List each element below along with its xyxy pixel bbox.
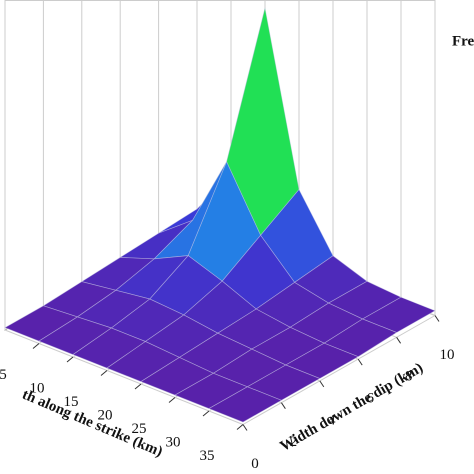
x-tick-label: 30	[166, 434, 181, 450]
y-tick-label: 0	[251, 456, 259, 472]
grid-line	[242, 315, 436, 425]
y-tick-label: 6	[366, 391, 374, 407]
y-tick-label: 10	[440, 347, 455, 363]
x-tick	[236, 424, 244, 430]
x-tick	[100, 370, 108, 376]
z-axis-title: Fre	[452, 33, 474, 49]
x-tick-label: 10	[30, 380, 45, 396]
x-tick	[202, 410, 210, 417]
x-tick	[32, 343, 40, 349]
x-tick	[168, 397, 176, 403]
x-tick-label: 5	[0, 367, 7, 383]
x-tick-label: 15	[64, 394, 79, 410]
y-tick-label: 8	[405, 369, 413, 385]
x-tick	[134, 383, 142, 390]
x-tick-label: 25	[132, 421, 147, 437]
y-tick-label: 2	[290, 434, 298, 450]
surface-cell	[208, 386, 283, 423]
y-tick	[242, 424, 248, 431]
y-tick-label: 4	[328, 412, 336, 428]
y-tick	[434, 315, 440, 322]
y-tick	[319, 380, 325, 388]
y-tick	[280, 402, 286, 409]
y-tick	[357, 358, 363, 366]
x-tick-label: 20	[98, 407, 113, 423]
x-tick-label: 35	[200, 448, 215, 464]
x-tick	[66, 356, 74, 363]
y-tick	[396, 337, 402, 344]
grid-line	[4, 329, 244, 425]
